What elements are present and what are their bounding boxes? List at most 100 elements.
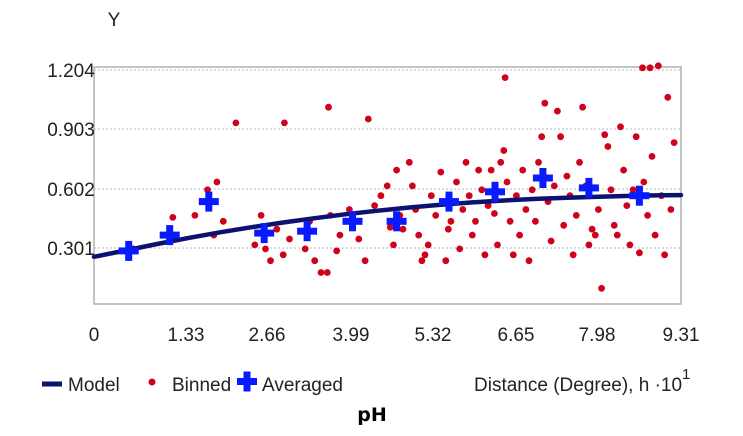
- binned-point: [484, 202, 492, 210]
- binned-point: [424, 241, 432, 249]
- y-tick-label: 0.903: [47, 120, 95, 141]
- binned-point: [317, 269, 325, 276]
- averaged-points: [118, 168, 650, 261]
- binned-point: [383, 182, 391, 190]
- binned-point: [333, 247, 341, 255]
- x-tick-label: 3.99: [333, 325, 370, 346]
- binned-point: [509, 251, 517, 259]
- binned-point: [459, 206, 467, 213]
- averaged-point: [629, 185, 650, 206]
- binned-point: [301, 245, 309, 253]
- averaged-cross-icon: [237, 371, 257, 392]
- binned-point: [361, 257, 369, 265]
- binned-points: [129, 62, 678, 292]
- legend-item-averaged: Averaged: [237, 371, 343, 396]
- binned-point: [355, 235, 363, 243]
- y-tick-label: 0.602: [47, 180, 95, 201]
- binned-point: [390, 241, 397, 249]
- binned-point: [554, 107, 561, 115]
- binned-point: [386, 223, 394, 231]
- binned-point: [585, 241, 593, 249]
- averaged-point: [532, 168, 553, 188]
- binned-point: [468, 231, 476, 239]
- legend-item-binned: Binned: [148, 375, 231, 396]
- binned-point: [547, 237, 555, 245]
- binned-point: [664, 93, 672, 101]
- binned-point: [494, 241, 501, 249]
- binned-point: [393, 166, 400, 174]
- averaged-point: [159, 225, 180, 246]
- binned-point: [629, 186, 637, 194]
- binned-point: [501, 74, 509, 81]
- binned-point: [447, 217, 455, 225]
- binned-point: [632, 133, 640, 141]
- binned-point: [191, 212, 199, 219]
- binned-point: [636, 249, 643, 257]
- model-curve: [91, 192, 684, 260]
- binned-point: [569, 251, 577, 259]
- chart-caption: pH: [357, 404, 387, 426]
- binned-point: [437, 168, 445, 176]
- binned-point: [219, 217, 227, 225]
- binned-point: [607, 186, 615, 194]
- averaged-point: [198, 191, 219, 212]
- x-tick-label: 9.31: [663, 325, 700, 346]
- binned-point: [595, 206, 602, 213]
- binned-point: [579, 103, 586, 111]
- binned-point: [623, 202, 631, 210]
- binned-point: [525, 257, 533, 265]
- x-axis-exponent: 1: [682, 366, 690, 383]
- binned-point: [432, 212, 440, 219]
- binned-point: [262, 245, 269, 253]
- binned-point: [639, 64, 646, 72]
- x-axis-title-text: Distance (Degree), h ·10: [474, 375, 682, 396]
- x-tick-label: 6.65: [498, 325, 535, 346]
- binned-point: [311, 257, 319, 265]
- binned-point: [325, 103, 332, 111]
- binned-point: [532, 217, 539, 225]
- legend: Model Binned Averaged: [42, 371, 343, 396]
- binned-point: [371, 202, 378, 210]
- binned-point: [169, 214, 177, 221]
- binned-point: [453, 178, 460, 186]
- binned-point: [644, 212, 651, 219]
- binned-point: [519, 166, 527, 174]
- binned-point: [516, 231, 523, 239]
- binned-point: [456, 245, 464, 253]
- y-tick-label: 0.301: [47, 239, 95, 260]
- binned-point: [522, 206, 530, 213]
- binned-point: [535, 158, 542, 166]
- binned-point: [557, 133, 564, 141]
- binned-point: [462, 158, 470, 166]
- binned-point: [576, 158, 583, 166]
- binned-point: [377, 192, 385, 200]
- binned-point: [646, 64, 654, 72]
- x-tick-labels: 0 1.33 2.66 3.99 5.32 6.65 7.98 9.31: [89, 325, 700, 346]
- binned-point: [487, 166, 495, 174]
- binned-point: [257, 212, 265, 219]
- y-axis-title: Y: [108, 10, 121, 31]
- binned-point: [591, 231, 599, 239]
- binned-point: [503, 178, 511, 186]
- binned-point: [415, 231, 423, 239]
- binned-point: [427, 192, 435, 200]
- binned-point: [364, 115, 372, 123]
- averaged-point: [342, 211, 363, 232]
- binned-point: [651, 231, 659, 239]
- binned-point: [506, 217, 514, 225]
- averaged-point: [297, 221, 318, 242]
- binned-point: [604, 143, 612, 150]
- binned-point: [475, 166, 482, 174]
- binned-point: [465, 192, 473, 200]
- binned-point: [232, 119, 240, 127]
- averaged-point: [254, 223, 275, 244]
- binned-point: [267, 257, 274, 265]
- binned-point: [560, 221, 568, 229]
- binned-point: [251, 241, 259, 249]
- binned-point: [588, 225, 596, 233]
- binned-point: [213, 178, 221, 186]
- averaged-point: [485, 181, 505, 202]
- binned-point: [626, 241, 634, 249]
- binned-point: [617, 123, 624, 131]
